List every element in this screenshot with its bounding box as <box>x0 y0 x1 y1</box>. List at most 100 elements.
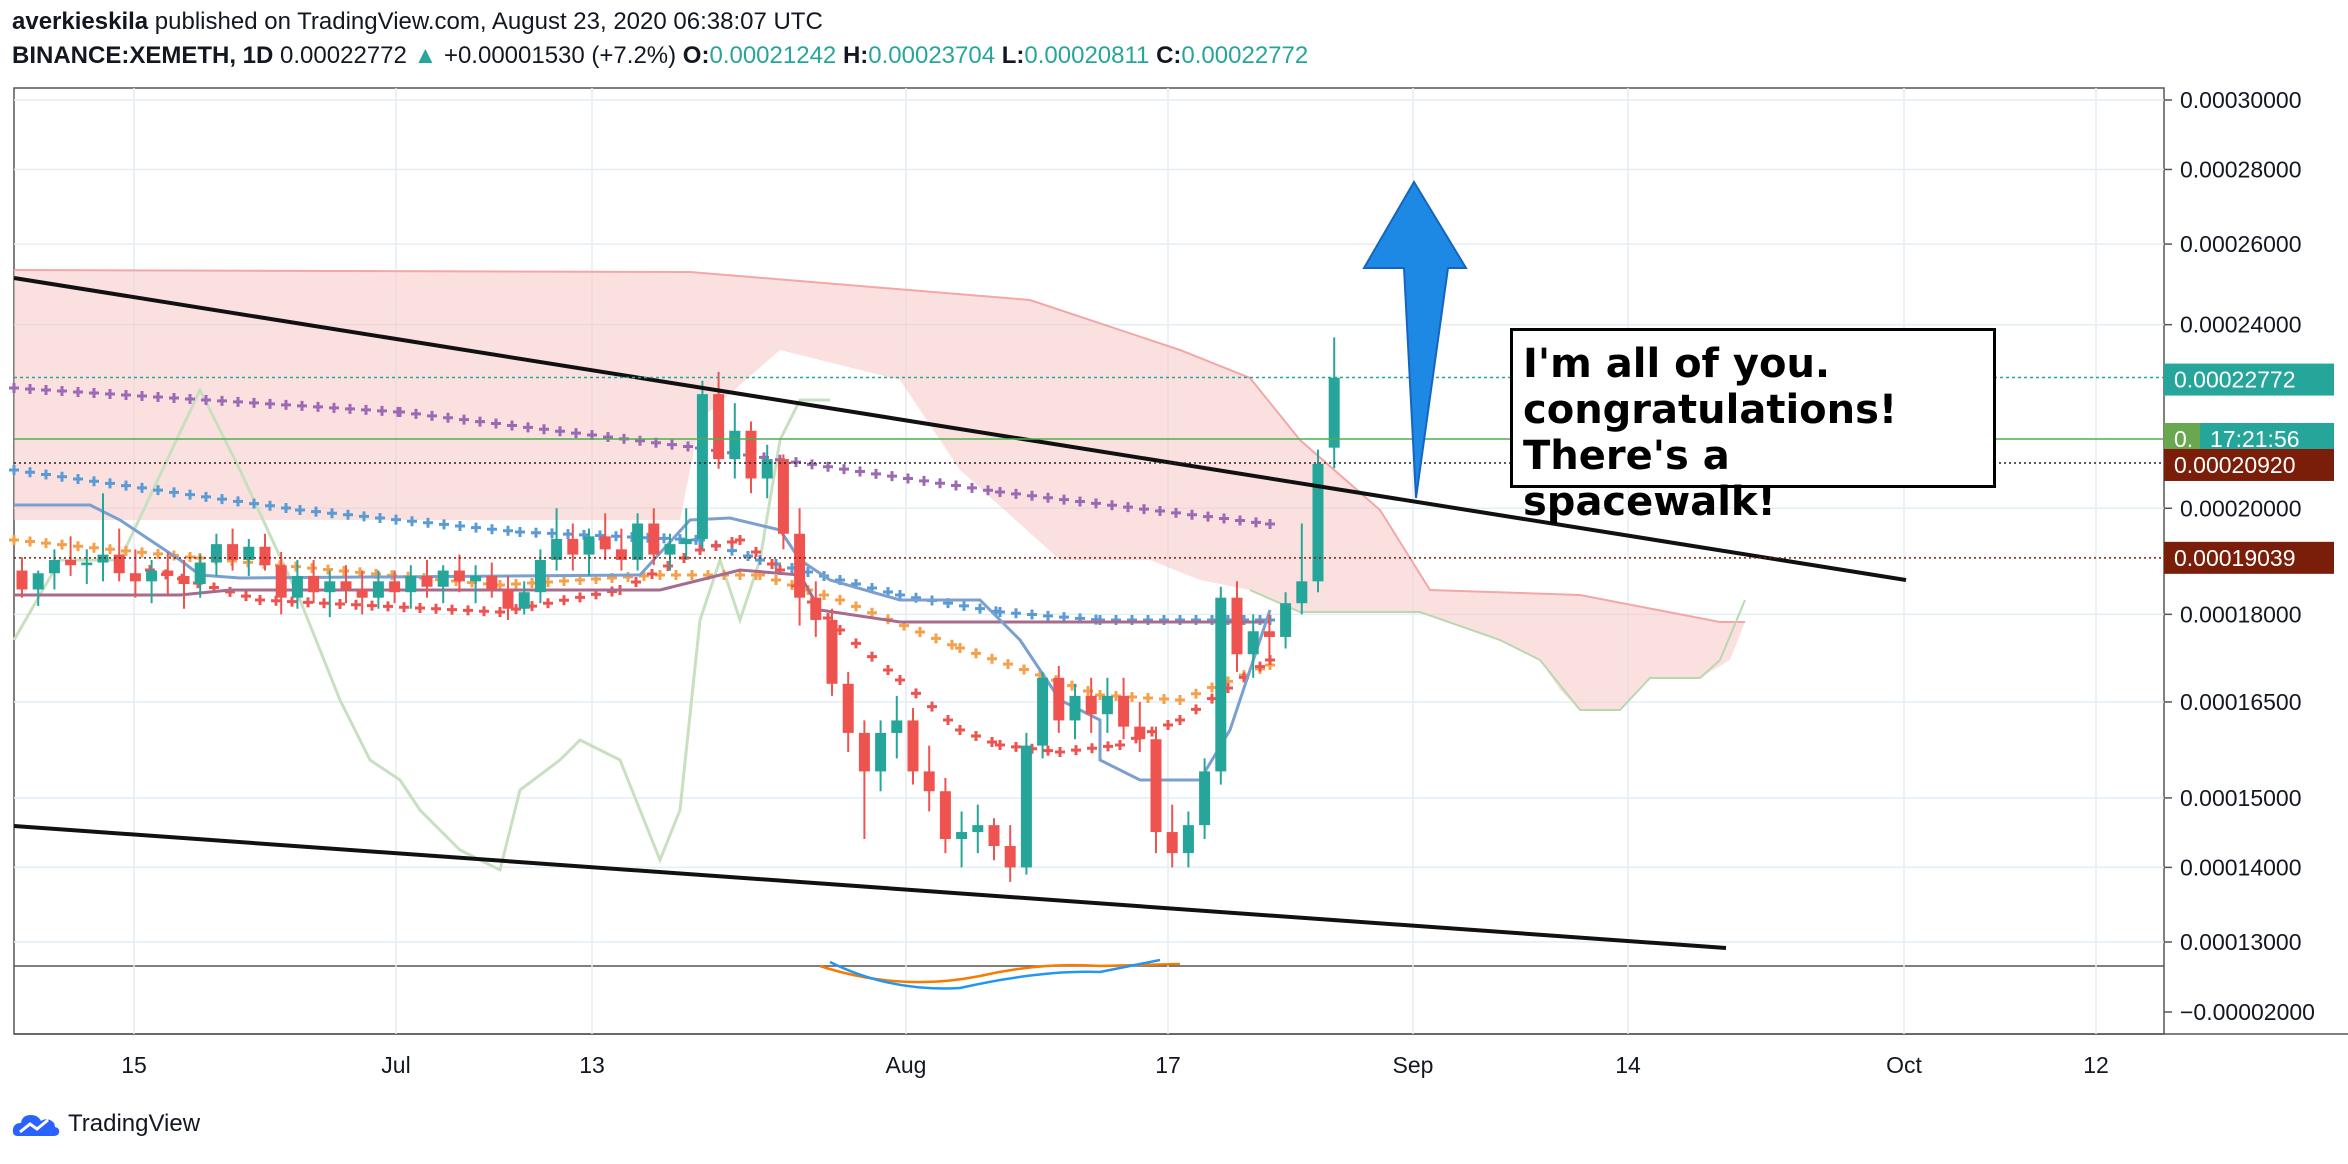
blue-ma-marker <box>185 489 195 500</box>
candle-body <box>405 575 417 593</box>
orange-ma-marker <box>867 607 877 618</box>
candle-body <box>97 554 109 563</box>
purple-ma-marker <box>169 392 179 403</box>
candle-body <box>648 523 660 555</box>
purple-ma-marker <box>329 402 339 413</box>
purple-ma-marker <box>523 422 533 433</box>
last-price: 0.00022772 <box>280 42 407 69</box>
candle-body <box>794 533 806 598</box>
purple-ma-marker <box>1059 494 1069 505</box>
candle-body <box>48 559 60 574</box>
candle-body <box>599 536 611 550</box>
price-label: 0.00020920 <box>2164 448 2334 481</box>
purple-ma-marker <box>1139 504 1149 515</box>
author-name[interactable]: averkieskila <box>12 8 149 35</box>
red-ma-marker <box>1255 661 1265 672</box>
candle-body <box>842 683 854 733</box>
orange-ma-marker <box>307 563 317 574</box>
purple-ma-marker <box>791 457 801 468</box>
low-label: L: <box>1001 42 1025 69</box>
orange-ma-marker <box>291 561 301 572</box>
y-tick-label: 0.00024000 <box>2180 312 2302 338</box>
price-label-bg <box>2164 448 2334 481</box>
purple-ma-marker <box>105 388 115 399</box>
candle-body <box>178 575 190 585</box>
orange-ma-marker <box>339 565 349 576</box>
tradingview-footer[interactable]: TradingView <box>12 1110 200 1138</box>
blue-ma-marker <box>895 590 905 600</box>
candle-body <box>875 732 887 772</box>
purple-ma-marker <box>1265 519 1275 529</box>
blue-ma-marker <box>423 517 433 528</box>
blue-ma-marker <box>995 607 1005 617</box>
purple-ma-marker <box>281 399 291 410</box>
x-tick-label: 15 <box>121 1052 147 1078</box>
red-ma-marker <box>335 599 345 609</box>
candle-body <box>1215 597 1227 772</box>
blue-ma-marker <box>547 528 557 539</box>
candle-body <box>1150 739 1162 833</box>
red-ma-marker <box>663 561 673 571</box>
purple-ma-marker <box>603 431 613 442</box>
red-ma-marker <box>495 607 505 617</box>
candle-body <box>32 573 44 590</box>
purple-ma-marker <box>297 400 307 411</box>
purple-ma-marker <box>265 398 275 409</box>
purple-ma-marker <box>983 485 993 496</box>
blue-ma-marker <box>611 531 621 542</box>
candle-body <box>16 570 28 590</box>
purple-ma-marker <box>201 394 211 405</box>
red-ma-marker <box>1115 740 1125 750</box>
candle-body <box>129 573 141 582</box>
red-ma-marker <box>867 651 877 662</box>
red-ma-marker <box>927 701 937 712</box>
blue-ma-marker <box>311 506 321 517</box>
orange-ma-marker <box>1095 690 1105 700</box>
orange-ma-marker <box>57 539 67 550</box>
red-ma-marker <box>479 606 489 617</box>
purple-ma-marker <box>41 384 51 395</box>
purple-ma-marker <box>377 405 387 416</box>
candle-body <box>1263 631 1275 637</box>
purple-ma-marker <box>313 401 323 412</box>
red-ma <box>145 535 1275 757</box>
candle-body <box>988 825 1000 847</box>
purple-ma-marker <box>967 482 977 493</box>
red-ma-marker <box>711 541 721 551</box>
candle-body <box>453 570 465 582</box>
candle-body <box>583 536 595 555</box>
red-ma-marker <box>431 603 441 614</box>
kijun-line <box>14 568 1270 624</box>
candle-body <box>810 597 822 620</box>
purple-ma-marker <box>217 395 227 406</box>
candle-body <box>1280 603 1292 637</box>
annotation-textbox[interactable]: I'm all of you. congratulations! There's… <box>1510 328 1996 525</box>
annotation-line-2: congratulations! <box>1523 387 1898 433</box>
blue-ma-marker <box>563 529 573 540</box>
candle-body <box>1037 677 1049 746</box>
price-label: 0.00019039 <box>2164 541 2334 574</box>
red-ma-marker <box>543 598 553 609</box>
ichimoku-cloud <box>14 270 1745 710</box>
candle-body <box>939 791 951 840</box>
candle-body <box>518 592 530 609</box>
red-ma-marker <box>415 603 425 613</box>
orange-ma-marker <box>915 627 925 637</box>
orange-ma-marker <box>137 547 147 558</box>
purple-ma-marker <box>411 408 421 419</box>
candle-body <box>1053 677 1065 721</box>
low-value: 0.00020811 <box>1024 42 1150 69</box>
blue-ma-marker <box>153 485 163 496</box>
orange-ma-marker <box>1003 659 1013 670</box>
candle-body <box>502 589 514 609</box>
purple-ma-marker <box>855 466 865 477</box>
purple-ma <box>9 383 1275 529</box>
publish-text: published on TradingView.com, August 23,… <box>154 8 823 35</box>
purple-ma-marker <box>475 416 485 427</box>
x-tick-label: Oct <box>1886 1052 1922 1078</box>
blue-ma-marker <box>249 498 259 509</box>
candle-body <box>534 559 546 593</box>
orange-ma-marker <box>1191 688 1201 699</box>
high-label: H: <box>842 42 869 69</box>
